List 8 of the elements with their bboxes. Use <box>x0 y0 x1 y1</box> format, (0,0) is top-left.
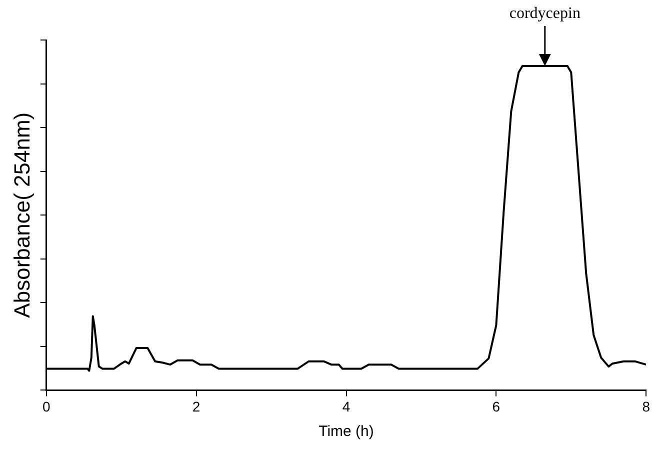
x-axis-title: Time (h) <box>318 423 374 440</box>
x-tick-label: 2 <box>192 398 200 414</box>
x-tick-label: 4 <box>342 398 350 414</box>
y-axis-title: Absorbance( 254nm) <box>9 112 34 318</box>
x-tick-label: 6 <box>492 398 500 414</box>
x-tick-label: 8 <box>642 398 650 414</box>
annotation: cordycepin <box>509 5 580 22</box>
x-tick-label: 0 <box>42 398 50 414</box>
